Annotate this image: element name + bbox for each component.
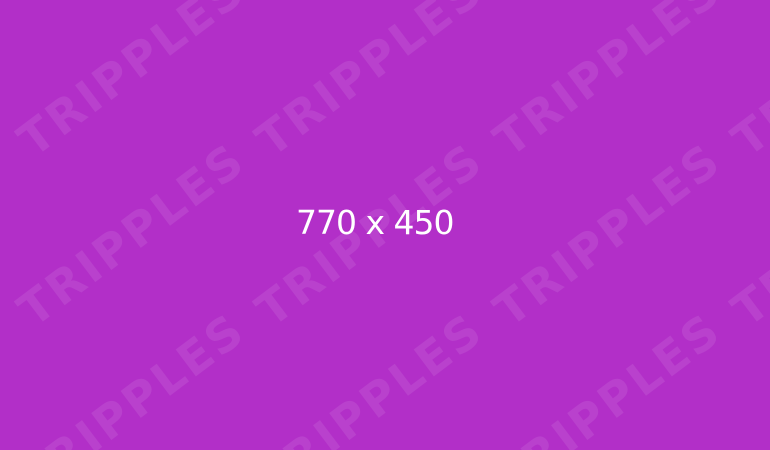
watermark-text: TRIPPLES <box>7 132 256 338</box>
watermark-text: TRIPPLES <box>7 302 256 450</box>
watermark-text: TRIPPLES <box>483 0 732 168</box>
watermark-text: TRIPPLES <box>7 0 256 168</box>
dimensions-label: 770 x 450 <box>296 203 454 242</box>
watermark-text: TRIPPLES <box>721 0 770 168</box>
watermark-text: TRIPPLES <box>245 0 494 168</box>
watermark-text: TRIPPLES <box>483 132 732 338</box>
watermark-text: TRIPPLES <box>483 302 732 450</box>
watermark-text: TRIPPLES <box>721 132 770 338</box>
watermark-text: TRIPPLES <box>245 302 494 450</box>
